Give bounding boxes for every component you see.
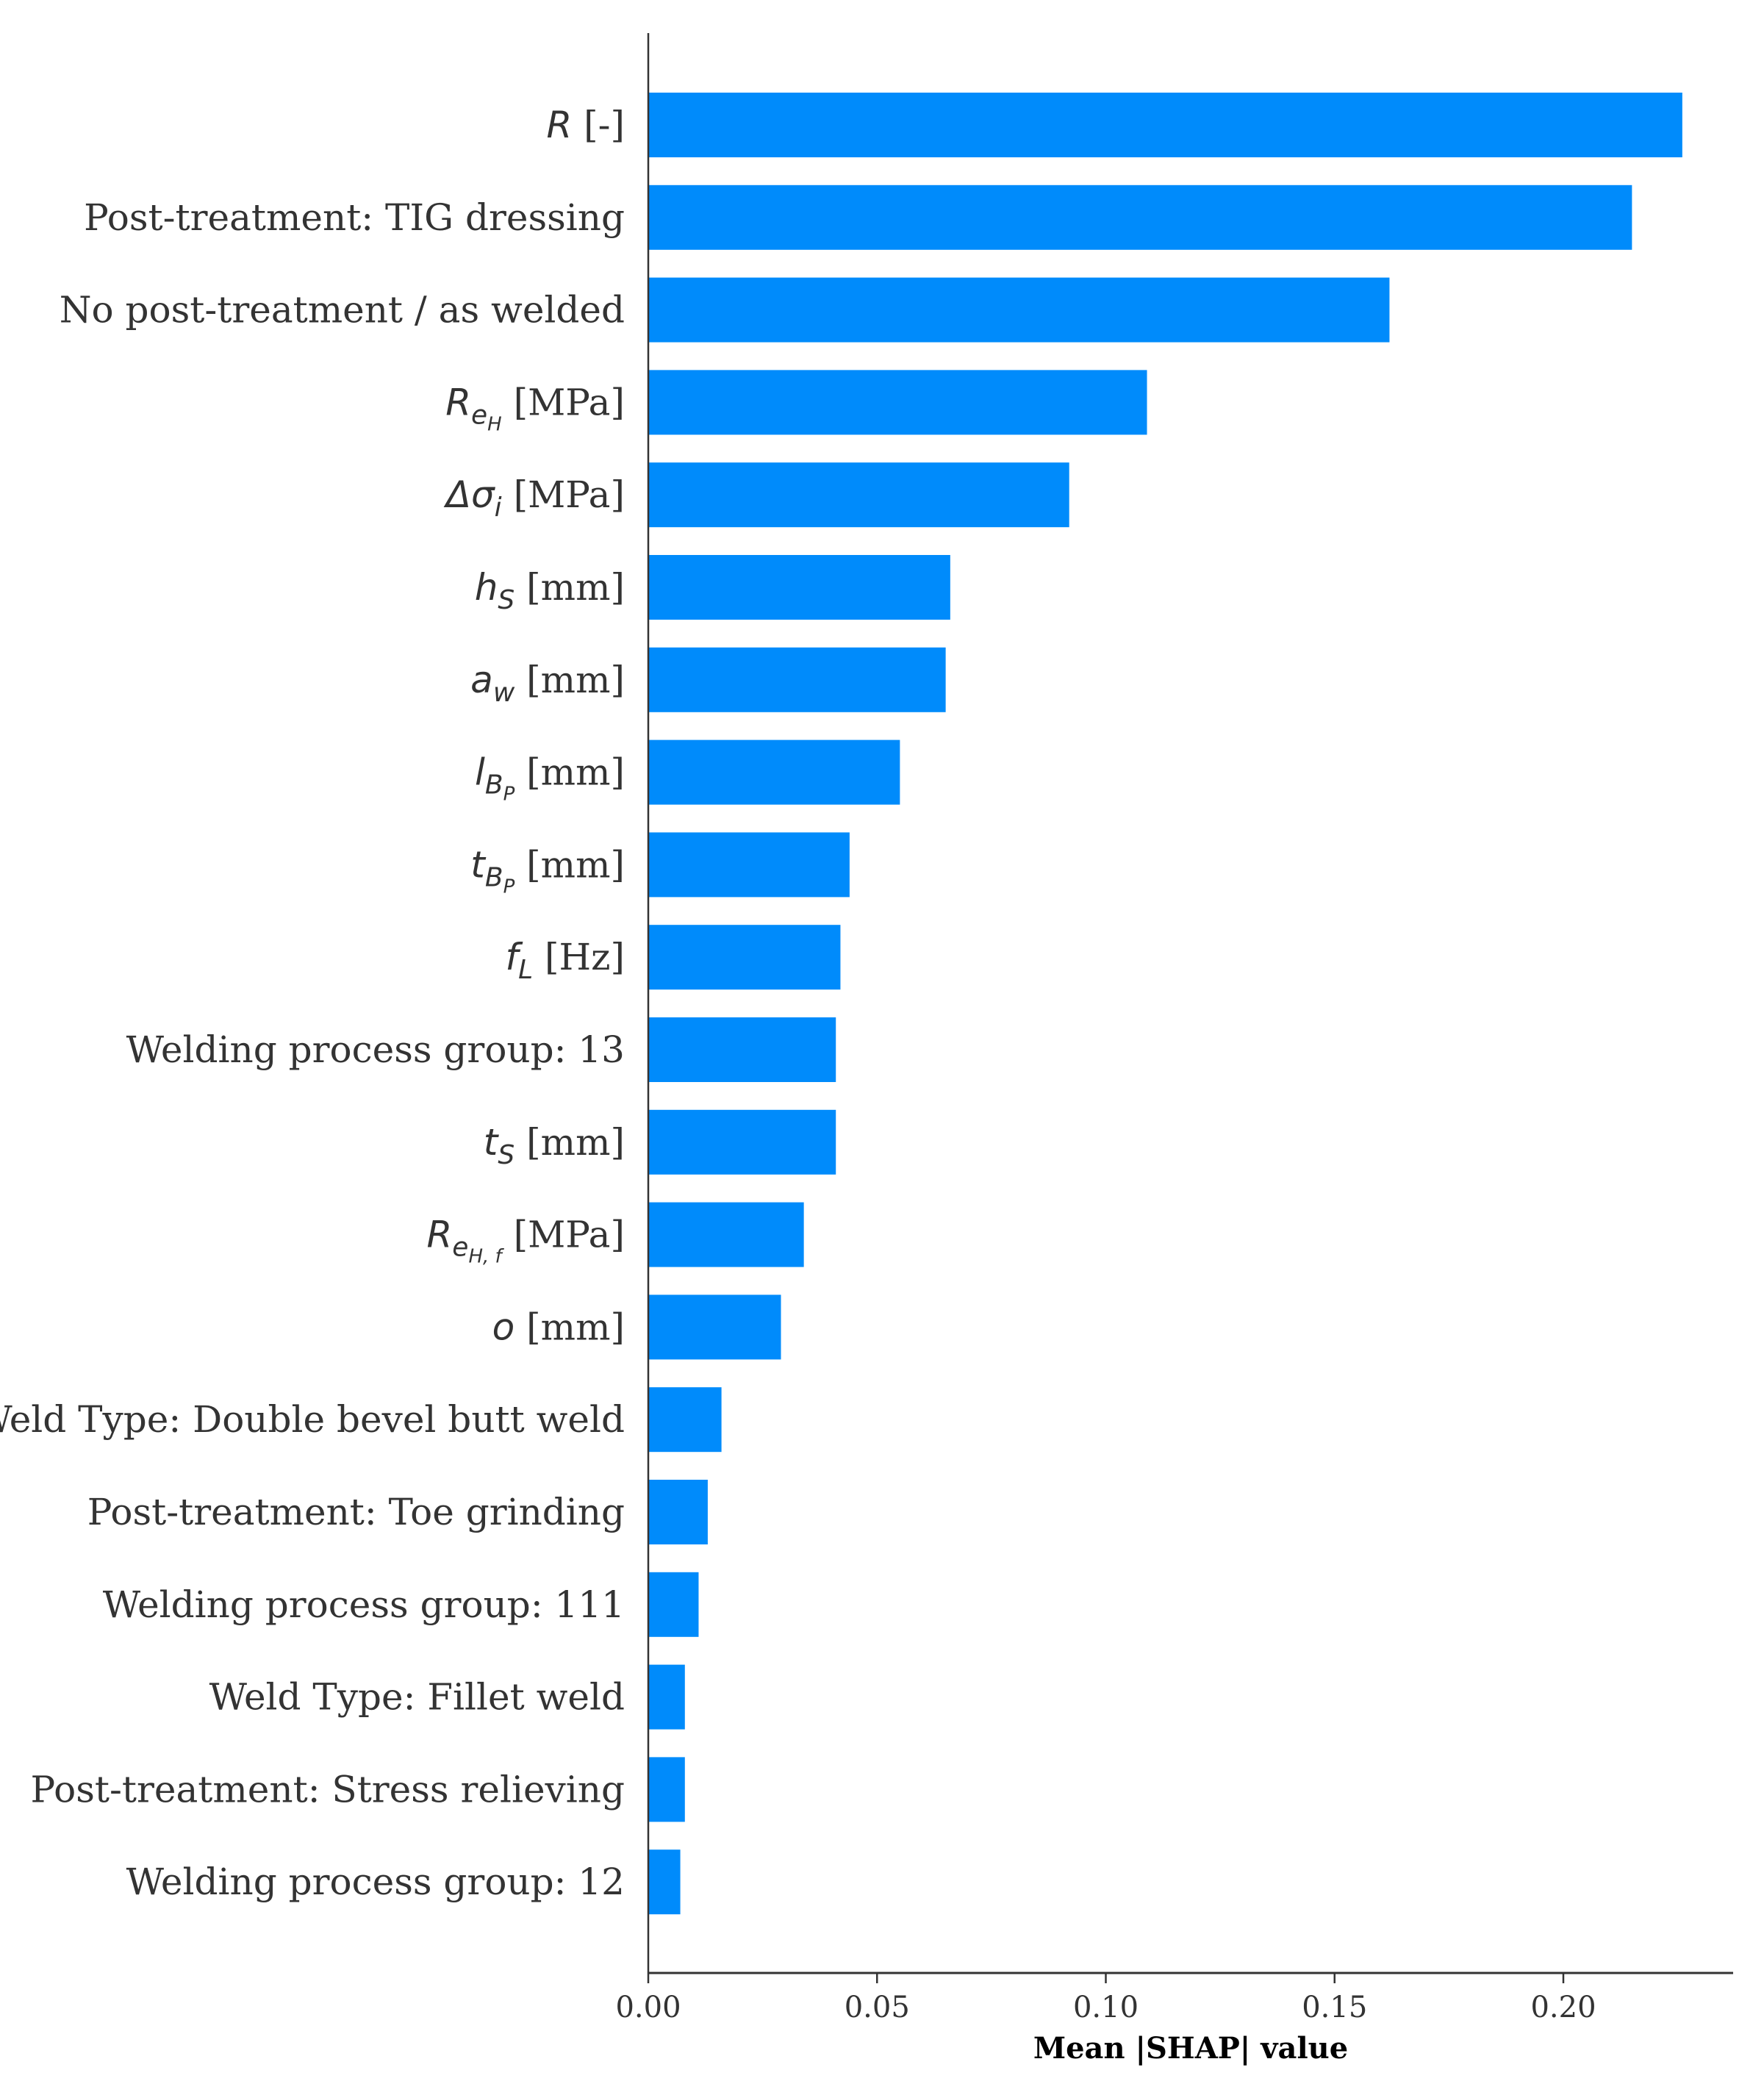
category-label: lBP [mm] xyxy=(475,751,625,806)
label-symbol: t xyxy=(470,843,487,886)
label-symbol: R xyxy=(546,104,572,146)
label-sub-subscript: P xyxy=(503,784,515,806)
label-subscript: w xyxy=(493,678,515,708)
category-label: Δσi [MPa] xyxy=(443,473,625,523)
bar xyxy=(648,739,900,805)
label-symbol: R xyxy=(445,381,471,423)
category-label: R [-] xyxy=(546,104,625,146)
label-subscript: B xyxy=(485,862,503,892)
category-label: Welding process group: 13 xyxy=(126,1028,625,1071)
label-symbol: h xyxy=(475,566,498,609)
label-unit: [MPa] xyxy=(502,473,625,516)
bar xyxy=(648,1664,685,1730)
label-unit: [Hz] xyxy=(533,936,625,978)
bar xyxy=(648,1017,836,1082)
label-unit: [mm] xyxy=(514,751,625,794)
category-label: Post-treatment: Stress relieving xyxy=(31,1768,625,1811)
label-unit: [mm] xyxy=(514,1306,625,1348)
category-label: No post-treatment / as welded xyxy=(60,289,625,332)
bar xyxy=(648,832,850,898)
label-symbol: o xyxy=(492,1306,515,1348)
category-label: o [mm] xyxy=(492,1306,625,1348)
x-tick-label: 0.10 xyxy=(1073,1991,1139,2024)
label-unit: [mm] xyxy=(514,566,625,609)
label-unit: [mm] xyxy=(514,1121,625,1164)
category-label: tS [mm] xyxy=(484,1121,625,1170)
label-subscript: S xyxy=(498,1140,514,1170)
bar xyxy=(648,1572,699,1637)
label-subscript: i xyxy=(495,493,502,523)
category-label: Weld Type: Double bevel butt weld xyxy=(0,1398,625,1441)
category-label: fL [Hz] xyxy=(505,936,625,985)
label-symbol: l xyxy=(475,751,485,794)
bar xyxy=(648,925,841,990)
category-label: aw [mm] xyxy=(470,659,625,708)
category-label: ReH [MPa] xyxy=(445,381,625,435)
label-symbol: a xyxy=(470,659,493,701)
label-symbol: t xyxy=(484,1121,500,1164)
bar xyxy=(648,370,1147,435)
bar xyxy=(648,1849,681,1915)
bars-group xyxy=(648,93,1682,1915)
x-tick-label: 0.20 xyxy=(1530,1991,1596,2024)
label-subscript: L xyxy=(518,955,533,985)
bar xyxy=(648,93,1682,157)
x-axis-title: Mean |SHAP| value xyxy=(1033,2031,1348,2066)
label-sub-subscript: H, f xyxy=(468,1246,504,1268)
category-label: Post-treatment: TIG dressing xyxy=(84,196,625,239)
bar xyxy=(648,1387,722,1453)
bar xyxy=(648,1202,804,1267)
label-sub-subscript: H xyxy=(487,413,502,435)
label-unit: [MPa] xyxy=(502,381,625,423)
x-tick-label: 0.05 xyxy=(845,1991,910,2024)
category-label: ReH, f [MPa] xyxy=(427,1214,625,1268)
label-sub-subscript: P xyxy=(503,875,515,898)
bar xyxy=(648,1757,685,1822)
label-symbol: Δσ xyxy=(443,473,495,516)
category-label: hS [mm] xyxy=(475,566,625,615)
x-axis-ticks: 0.00 0.05 0.10 0.15 0.20 xyxy=(615,1973,1596,2024)
category-label: Post-treatment: Toe grinding xyxy=(87,1491,625,1533)
category-labels: R [-] Post-treatment: TIG dressing No post… xyxy=(0,104,625,1903)
category-label: Welding process group: 12 xyxy=(126,1861,625,1903)
label-subscript: e xyxy=(452,1233,468,1263)
bar xyxy=(648,1480,708,1544)
label-unit: [-] xyxy=(572,104,625,146)
label-subscript: S xyxy=(498,585,514,615)
label-symbol: R xyxy=(427,1214,453,1256)
category-label: Welding process group: 111 xyxy=(103,1583,625,1626)
label-subscript: B xyxy=(485,770,503,801)
label-subscript: e xyxy=(471,400,487,430)
x-tick-label: 0.00 xyxy=(615,1991,681,2024)
bar xyxy=(648,1294,781,1360)
category-label: Weld Type: Fillet weld xyxy=(209,1676,625,1719)
label-unit: [MPa] xyxy=(502,1214,625,1256)
category-label: tBP [mm] xyxy=(470,843,625,898)
label-unit: [mm] xyxy=(514,843,625,886)
bar xyxy=(648,462,1069,528)
label-unit: [mm] xyxy=(514,659,625,701)
bar xyxy=(648,1109,836,1175)
bar xyxy=(648,555,950,620)
bar xyxy=(648,277,1390,343)
bar xyxy=(648,185,1632,250)
x-tick-label: 0.15 xyxy=(1302,1991,1367,2024)
bar xyxy=(648,647,946,712)
